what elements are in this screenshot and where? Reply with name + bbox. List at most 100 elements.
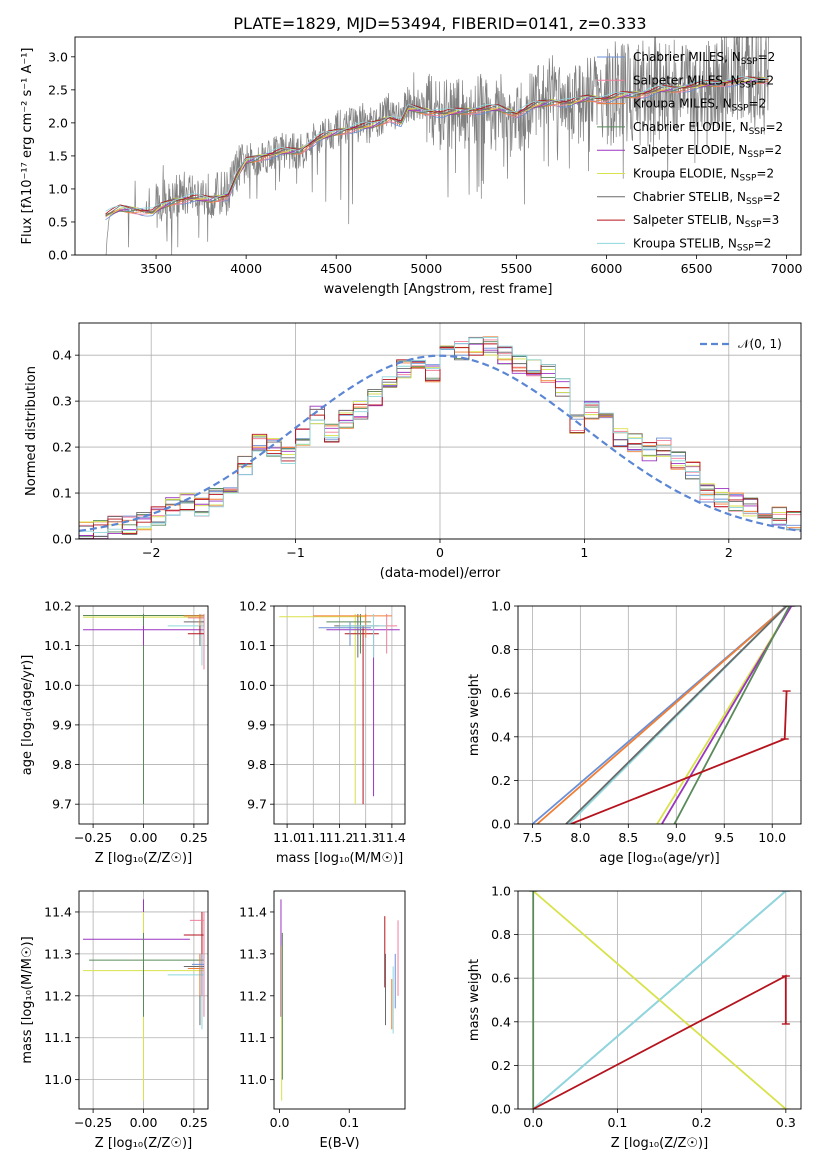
- x-tick-label: 0.25: [180, 830, 208, 845]
- age-vs-z-axes: −0.25 0.00 0.25 9.7 9.8 9.9 10.0 10.1 10.2 Z [log…: [20, 599, 208, 866]
- x-tick-label: 0.0: [523, 1115, 543, 1130]
- y-tick-label: 0.0: [52, 532, 72, 547]
- y-tick-label: 10.0: [44, 678, 72, 693]
- x-tick-label: −0.25: [74, 1115, 112, 1130]
- cum-z-frame: [517, 890, 802, 1110]
- y-axis-label: mass weight: [467, 674, 482, 756]
- y-tick-label: 1.0: [491, 599, 511, 614]
- legend-label-value: =2: [754, 236, 772, 250]
- legend-label-text: Kroupa ELODIE, N: [633, 167, 740, 181]
- observed-spectrum-line: [105, 37, 769, 255]
- x-tick-label: 3500: [140, 261, 172, 276]
- y-tick-label: 0.4: [52, 348, 72, 363]
- y-tick-label: 2.5: [48, 82, 68, 97]
- x-tick-label: 0.1: [339, 1115, 359, 1130]
- x-tick-label: 0.00: [130, 1115, 158, 1130]
- y-tick-label: 10.1: [239, 638, 267, 653]
- y-tick-label: 0.5: [48, 214, 68, 229]
- histogram-step-line: [79, 343, 801, 539]
- y-tick-label: 0.6: [491, 686, 511, 701]
- legend-label-text: Chabrier ELODIE, N: [633, 120, 749, 134]
- legend-label-value: =2: [756, 73, 774, 87]
- x-tick-label: 0.0: [270, 1115, 290, 1130]
- cum-age-frame: [517, 605, 802, 825]
- legend-label-sub: SSP: [737, 243, 754, 253]
- residuals-plot: [79, 336, 801, 539]
- spectrum-frame: [74, 36, 802, 256]
- x-tick-label: 0.2: [692, 1115, 712, 1130]
- y-tick-label: 1.0: [491, 884, 511, 899]
- y-tick-label: 1.0: [48, 181, 68, 196]
- legend-label-sub: SSP: [741, 57, 758, 67]
- legend-label: 𝒩(0, 1): [738, 337, 782, 351]
- cum-z-plot: [529, 891, 790, 1109]
- x-tick-label: 6000: [591, 261, 623, 276]
- x-tick-label: 0.1: [607, 1115, 627, 1130]
- y-tick-label: 10.2: [44, 599, 72, 614]
- x-tick-label: 6500: [681, 261, 713, 276]
- y-tick-label: 9.9: [247, 717, 267, 732]
- legend-label-value: =2: [763, 190, 781, 204]
- mass-vs-ebv-axes: 0.0 0.1 11.0 11.1 11.2 11.3 11.4 E(B-V): [239, 904, 359, 1151]
- x-tick-label: 9.5: [714, 830, 734, 845]
- y-tick-label: 0.4: [491, 729, 511, 744]
- y-tick-label: 11.1: [239, 1030, 267, 1045]
- model-spectrum-line: [105, 76, 769, 212]
- y-tick-label: 9.8: [52, 757, 72, 772]
- legend-label-value: =2: [765, 120, 783, 134]
- y-tick-label: 0.1: [52, 486, 72, 501]
- y-axis-label: mass [log₁₀(M/M☉)]: [20, 936, 35, 1063]
- y-tick-label: 11.4: [44, 904, 72, 919]
- x-axis-label: wavelength [Angstrom, rest frame]: [324, 282, 553, 297]
- spectrum-axes: 3500 4000 4500 5000 5500 6000 6500 7000 0.0 0.5 1.…: [20, 48, 803, 298]
- x-tick-label: 8.5: [618, 830, 638, 845]
- y-tick-label: 0.4: [491, 1014, 511, 1029]
- age-vs-mass-plot: [279, 613, 400, 805]
- legend-label-value: =2: [756, 167, 774, 181]
- legend-label-sub: SSP: [745, 220, 762, 230]
- model-spectrum-line: [105, 76, 769, 217]
- x-tick-label: 0.25: [180, 1115, 208, 1130]
- x-tick-label: 9.0: [666, 830, 686, 845]
- cumulative-weight-line: [565, 606, 788, 824]
- x-axis-label: Z [log₁₀(Z/Z☉)]: [611, 1136, 708, 1151]
- figure-title: PLATE=1829, MJD=53494, FIBERID=0141, z=0…: [233, 14, 646, 33]
- x-tick-label: 11.3: [352, 830, 380, 845]
- legend-label: Salpeter ELODIE, NSSP=2: [633, 143, 782, 160]
- y-tick-label: 11.1: [44, 1030, 72, 1045]
- cumulative-weight-line: [532, 891, 787, 1109]
- cum-z-axes: 0.0 0.1 0.2 0.3 0.0 0.2 0.4 0.6 0.8 1.0 Z [log₁₀(Z…: [467, 884, 801, 1151]
- legend-label-text: Salpeter MILES, N: [633, 73, 740, 87]
- x-tick-label: 4000: [230, 261, 262, 276]
- x-tick-label: −1: [286, 545, 304, 560]
- legend-label-sub: SSP: [747, 150, 764, 160]
- y-axis-label: age [log₁₀(age/yr)]: [20, 655, 35, 776]
- x-tick-label: 0.00: [130, 830, 158, 845]
- histogram-step-line: [79, 336, 801, 539]
- x-tick-label: 11.1: [299, 830, 327, 845]
- y-tick-label: 0.8: [491, 927, 511, 942]
- model-spectrum-line: [105, 76, 769, 217]
- y-tick-label: 0.0: [48, 248, 68, 263]
- cumulative-weight-line: [532, 974, 787, 1109]
- legend-label-sub: SSP: [740, 174, 757, 184]
- spectrum-plot: [105, 37, 769, 255]
- legend-label: Chabrier ELODIE, NSSP=2: [633, 120, 783, 137]
- x-tick-label: 7.5: [522, 830, 542, 845]
- age-vs-z-frame: [78, 605, 209, 825]
- legend-label-text: Kroupa MILES, N: [633, 97, 732, 111]
- cumulative-weight-line: [673, 606, 791, 824]
- legend-label-text: Kroupa STELIB, N: [633, 236, 737, 250]
- y-tick-label: 9.8: [247, 757, 267, 772]
- legend-label-value: =2: [764, 143, 782, 157]
- legend-label-text: Salpeter ELODIE, N: [633, 143, 747, 157]
- mass-vs-z-axes: −0.25 0.00 0.25 11.0 11.1 11.2 11.3 11.4 Z [log₁…: [20, 891, 208, 1151]
- mass-vs-ebv-plot: [280, 899, 399, 1101]
- y-tick-label: 0.6: [491, 971, 511, 986]
- x-tick-label: 7000: [771, 261, 803, 276]
- x-tick-label: 10.0: [758, 830, 786, 845]
- y-tick-label: 0.8: [491, 642, 511, 657]
- x-tick-label: 5000: [410, 261, 442, 276]
- legend-label: Salpeter MILES, NSSP=2: [633, 73, 774, 90]
- mass-vs-ebv-frame: [273, 890, 406, 1110]
